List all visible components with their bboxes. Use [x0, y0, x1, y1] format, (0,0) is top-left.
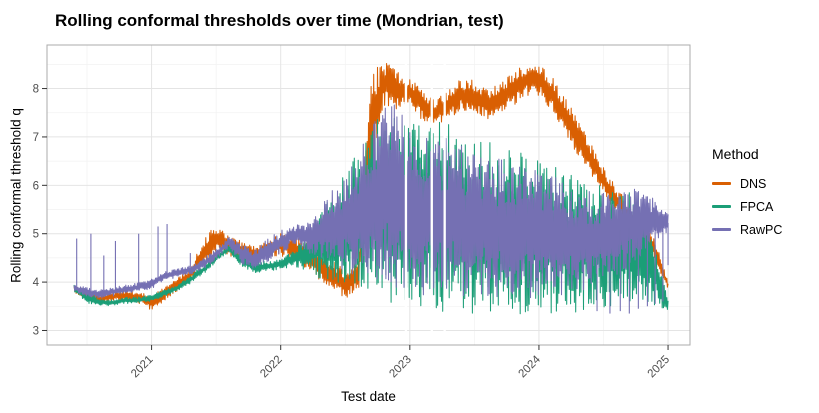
x-axis-title: Test date	[341, 389, 396, 404]
y-tick-label: 4	[33, 277, 40, 289]
chart-title: Rolling conformal thresholds over time (…	[55, 11, 504, 30]
legend-item-fpca: FPCA	[712, 195, 782, 218]
legend-swatch-fpca	[712, 205, 731, 208]
y-tick-label: 5	[33, 229, 39, 241]
x-tick-label: 2025	[646, 354, 673, 381]
series-line-rawpc	[73, 104, 669, 299]
legend-swatch-rawpc	[712, 228, 731, 231]
legend-item-dns: DNS	[712, 172, 782, 195]
legend-title: Method	[712, 146, 759, 162]
y-tick-label: 6	[33, 180, 39, 192]
y-tick-label: 8	[33, 84, 39, 96]
data-gap-stripe	[430, 46, 433, 344]
legend: Method DNS FPCA RawPC	[712, 146, 782, 241]
legend-swatch-dns	[712, 182, 731, 185]
legend-items: DNS FPCA RawPC	[712, 172, 782, 241]
x-tick-label: 2023	[387, 354, 414, 381]
x-tick-label: 2024	[516, 353, 543, 380]
data-gap-stripe	[443, 46, 446, 344]
y-tick-label: 7	[33, 132, 39, 144]
panel-border	[46, 44, 691, 346]
x-tick-label: 2022	[258, 354, 285, 381]
y-axis-title: Rolling conformal threshold q	[8, 108, 24, 283]
legend-label-rawpc: RawPC	[740, 222, 783, 237]
legend-item-rawpc: RawPC	[712, 218, 782, 241]
y-tick-label: 3	[33, 325, 39, 337]
x-tick-label: 2021	[129, 354, 156, 381]
legend-label-fpca: FPCA	[740, 199, 774, 214]
data-gap-stripe	[404, 46, 408, 344]
legend-label-dns: DNS	[740, 176, 767, 191]
